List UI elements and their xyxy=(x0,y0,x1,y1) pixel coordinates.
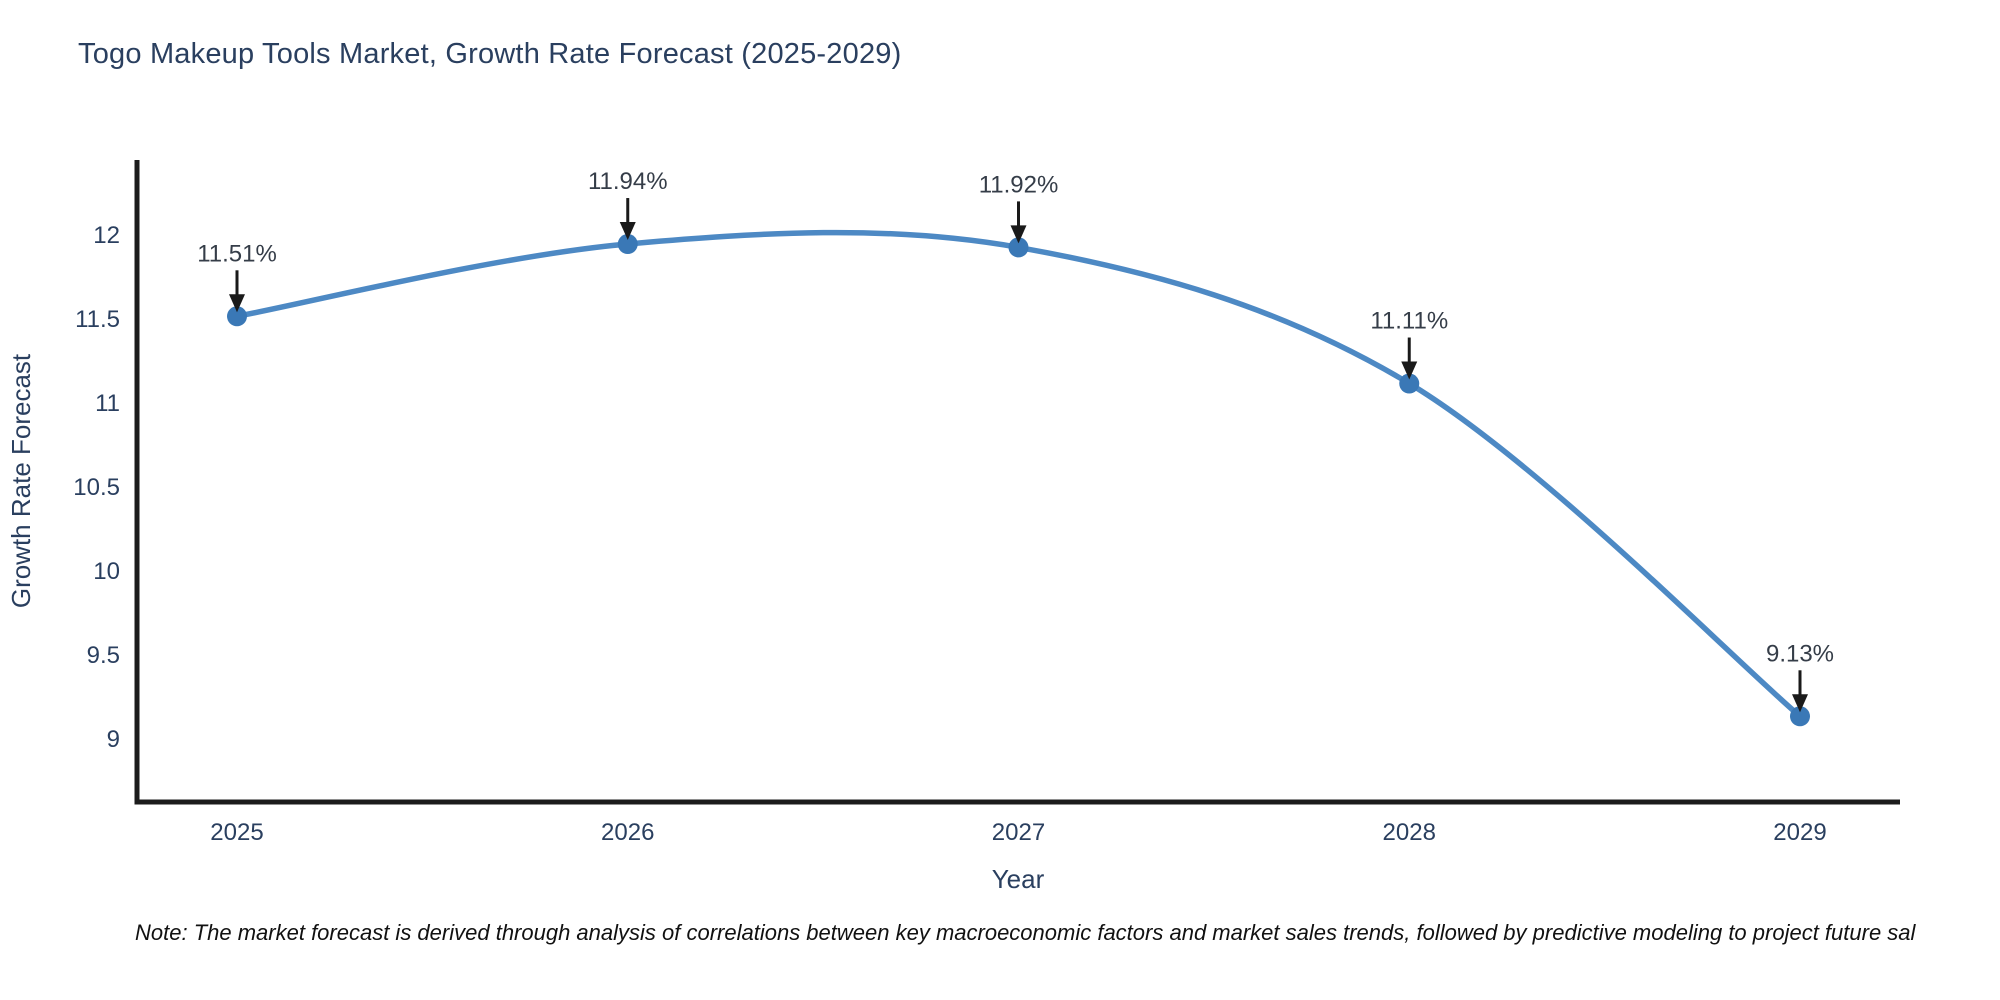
annotation-arrowhead xyxy=(1401,361,1418,380)
data-point-2025[interactable] xyxy=(227,306,247,327)
series-line xyxy=(234,229,1803,720)
x-tick-label: 2028 xyxy=(1383,819,1436,846)
y-tick-label: 11.5 xyxy=(75,306,120,333)
data-point-2027[interactable] xyxy=(1008,237,1029,258)
point-value-label: 11.92% xyxy=(979,171,1059,198)
annotation-arrowhead xyxy=(619,222,636,241)
annotation-arrowhead xyxy=(1010,225,1027,244)
data-point-2029[interactable] xyxy=(1790,706,1810,727)
x-tick-label: 2027 xyxy=(992,819,1045,846)
x-axis-title: Year xyxy=(992,864,1045,894)
point-value-label: 11.51% xyxy=(197,240,277,267)
y-axis-title: Growth Rate Forecast xyxy=(6,353,36,608)
point-value-label: 11.11% xyxy=(1370,308,1448,335)
y-tick-label: 10 xyxy=(93,558,120,585)
annotation-arrowhead xyxy=(229,294,245,313)
data-point-2026[interactable] xyxy=(617,234,638,255)
y-tick-label: 11 xyxy=(95,390,120,417)
y-tick-label: 9.5 xyxy=(87,642,120,669)
x-tick-label: 2025 xyxy=(210,819,263,846)
y-tick-label: 12 xyxy=(93,222,120,249)
x-tick-label: 2029 xyxy=(1773,819,1826,846)
annotation-arrowhead xyxy=(1792,694,1808,713)
x-tick-label: 2026 xyxy=(601,819,654,846)
point-value-label: 9.13% xyxy=(1766,640,1834,667)
chart-title: Togo Makeup Tools Market, Growth Rate Fo… xyxy=(78,38,902,70)
y-tick-label: 9 xyxy=(107,726,120,753)
point-value-label: 11.94% xyxy=(588,168,668,195)
footnote: Note: The market forecast is derived thr… xyxy=(135,920,1916,945)
y-tick-label: 10.5 xyxy=(73,474,120,501)
data-point-2028[interactable] xyxy=(1399,373,1420,394)
